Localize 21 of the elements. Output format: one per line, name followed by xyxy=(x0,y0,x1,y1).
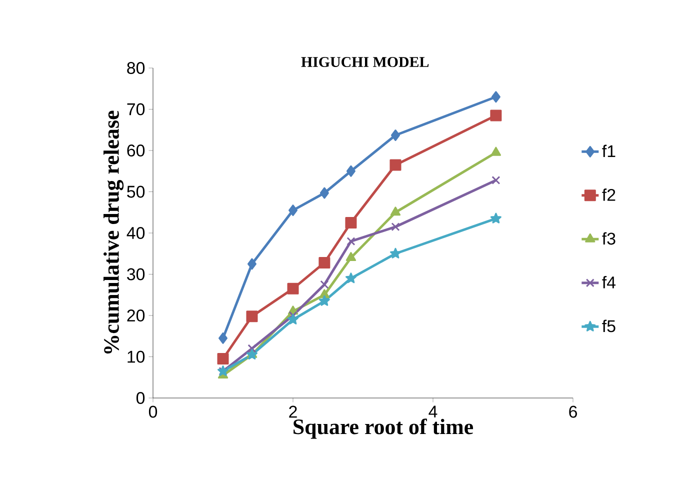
y-tick-label: 60 xyxy=(127,144,145,157)
y-tick-label: 30 xyxy=(127,268,145,280)
x-tick-label: 4 xyxy=(428,406,438,418)
x-tick-label: 6 xyxy=(569,406,577,418)
x-axis-title: Square root of time xyxy=(294,418,474,439)
y-tick-label: 20 xyxy=(127,310,145,322)
legend-label: f4 xyxy=(602,276,616,288)
y-tick-label: 80 xyxy=(127,62,145,74)
y-tick-label: 70 xyxy=(127,103,145,116)
legend-label: f3 xyxy=(602,232,616,245)
y-tick-label: 10 xyxy=(128,350,145,363)
x-tick-label: 2 xyxy=(289,406,297,418)
legend-label: f2 xyxy=(602,188,616,201)
y-tick-label: 50 xyxy=(127,186,145,198)
x-tick-label: 0 xyxy=(148,406,158,418)
y-tick-label: 0 xyxy=(136,392,145,404)
y-tick-label: 40 xyxy=(126,227,145,240)
legend-label: f5 xyxy=(602,320,616,332)
chart-title: HIGUCHI MODEL xyxy=(301,57,429,68)
y-axis-title: %cumulative drug release xyxy=(104,110,124,354)
legend-label: f1 xyxy=(602,144,616,158)
